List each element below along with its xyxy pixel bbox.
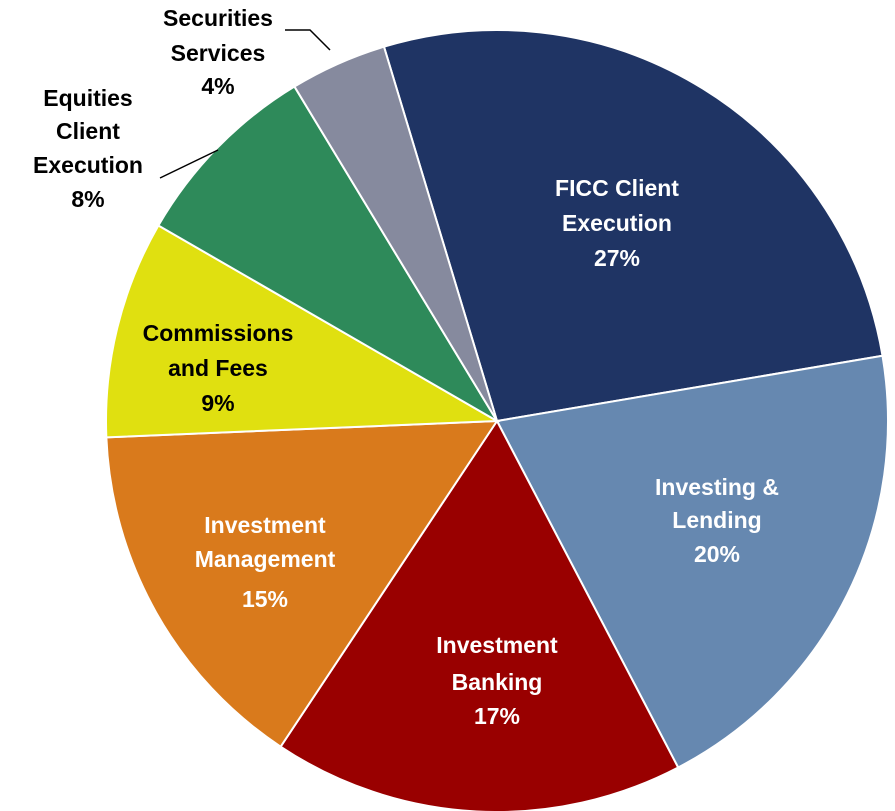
pie-slice xyxy=(105,419,499,749)
leader-line xyxy=(159,149,219,179)
pie-slice xyxy=(495,354,889,769)
slice-value-label: 20% xyxy=(694,541,740,567)
slice-value-label: 17% xyxy=(474,703,520,729)
slice-label: Equities Client Execution xyxy=(33,85,143,178)
slice-value-label: 8% xyxy=(71,186,104,212)
slice-value-label: 27% xyxy=(594,245,640,271)
slice-value-label: 4% xyxy=(201,73,234,99)
slice-label: Investing & Lending xyxy=(655,474,779,533)
pie-slice xyxy=(157,85,498,422)
leader-line xyxy=(285,29,331,51)
pie-slice xyxy=(293,45,498,422)
slice-label: Investment Management xyxy=(195,512,336,572)
slice-label: Investment Banking xyxy=(436,632,558,695)
slice-label: FICC Client Execution xyxy=(555,175,679,236)
pie-slice xyxy=(105,224,501,439)
slice-label: Commissions and Fees xyxy=(143,320,294,381)
pie-slice xyxy=(382,29,884,423)
slice-value-label: 15% xyxy=(242,586,288,612)
slice-label: Securities Services xyxy=(163,5,273,66)
pie-slice xyxy=(279,419,680,811)
slice-value-label: 9% xyxy=(201,390,234,416)
